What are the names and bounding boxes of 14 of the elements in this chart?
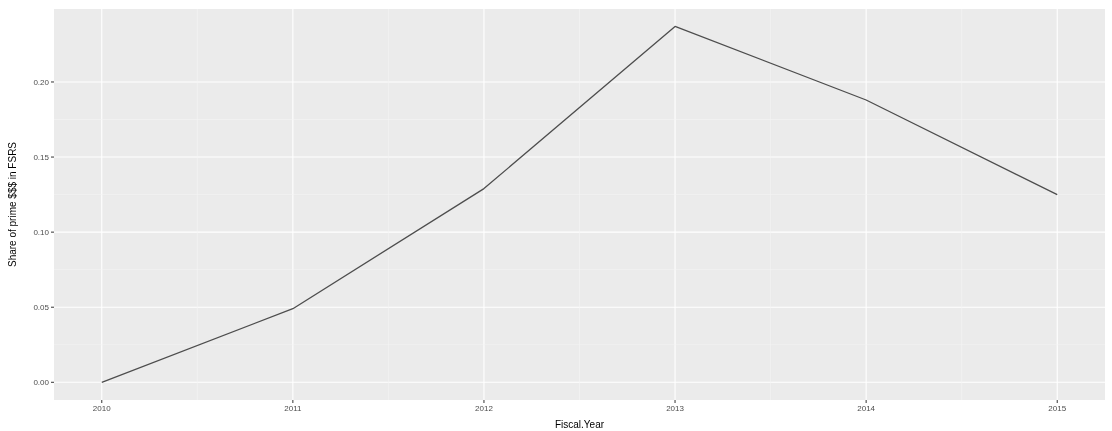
y-tick-label: 0.15 (33, 152, 50, 162)
x-tick-label: 2014 (857, 403, 876, 413)
y-tick-label: 0.10 (33, 227, 50, 237)
x-tick-label: 2013 (666, 403, 685, 413)
x-tick-label: 2015 (1048, 403, 1067, 413)
y-axis-title: Share of prime $$$ in FSRS (6, 141, 18, 268)
x-tick-label: 2012 (475, 403, 494, 413)
x-tick-label: 2010 (92, 403, 112, 413)
y-tick-label: 0.20 (33, 77, 50, 87)
x-tick-label: 2011 (284, 403, 303, 413)
y-tick-label: 0.00 (33, 378, 50, 388)
line-series (101, 25, 1058, 383)
y-tick-label: 0.05 (33, 303, 50, 313)
x-axis-title: Fiscal.Year (554, 419, 605, 430)
